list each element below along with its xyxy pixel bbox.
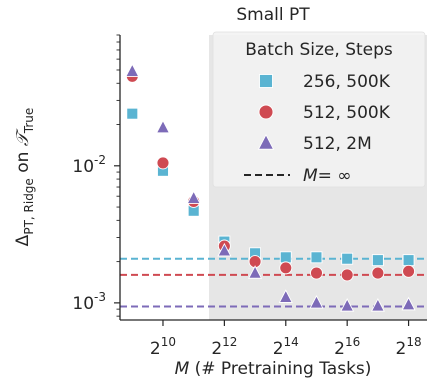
data-point xyxy=(371,254,384,267)
y-axis-ticks: 10-2 10-3 xyxy=(72,34,120,317)
legend-label: 512, 2M xyxy=(303,134,372,154)
data-point xyxy=(370,298,385,312)
data-point xyxy=(401,296,416,311)
data-point xyxy=(340,268,354,282)
y-tick-label: 10-2 xyxy=(72,153,106,177)
y-axis-label: ΔPT, Ridge on 𝒯True xyxy=(13,108,36,247)
data-point xyxy=(125,63,140,77)
data-point xyxy=(341,252,354,265)
data-point xyxy=(279,251,292,264)
data-point xyxy=(186,190,201,204)
data-point xyxy=(310,266,323,280)
legend-infinity-label: M= ∞ xyxy=(303,166,351,186)
data-point xyxy=(309,294,324,309)
data-point xyxy=(340,298,355,312)
y-tick-label: 10-3 xyxy=(72,290,106,314)
data-point xyxy=(279,261,293,275)
data-point xyxy=(217,242,232,257)
data-point xyxy=(278,289,293,303)
x-axis-ticks: 210 212 214 216 218 xyxy=(150,320,422,359)
chart-title: Small PT xyxy=(236,5,310,25)
data-point xyxy=(402,254,415,267)
x-tick-label: 214 xyxy=(273,335,299,359)
x-axis-label: M (# Pretraining Tasks) xyxy=(175,359,372,379)
data-point xyxy=(402,264,416,278)
data-points xyxy=(125,63,416,312)
data-point xyxy=(310,251,323,264)
data-point xyxy=(126,107,139,120)
data-point xyxy=(156,156,170,170)
x-tick-label: 210 xyxy=(150,335,176,359)
x-tick-label: 216 xyxy=(334,335,360,359)
legend-marker xyxy=(257,133,275,150)
data-point xyxy=(155,119,171,134)
legend: Batch Size, Steps 256, 500K 512, 500K 512,… xyxy=(212,31,426,188)
x-tick-label: 212 xyxy=(211,335,237,359)
data-point xyxy=(371,266,385,280)
legend-title: Batch Size, Steps xyxy=(245,40,393,60)
legend-marker xyxy=(259,74,273,88)
data-point xyxy=(248,265,263,279)
legend-marker xyxy=(258,104,274,120)
legend-label: 256, 500K xyxy=(303,72,391,92)
x-tick-label: 218 xyxy=(396,335,422,359)
legend-label: 512, 500K xyxy=(303,103,391,123)
